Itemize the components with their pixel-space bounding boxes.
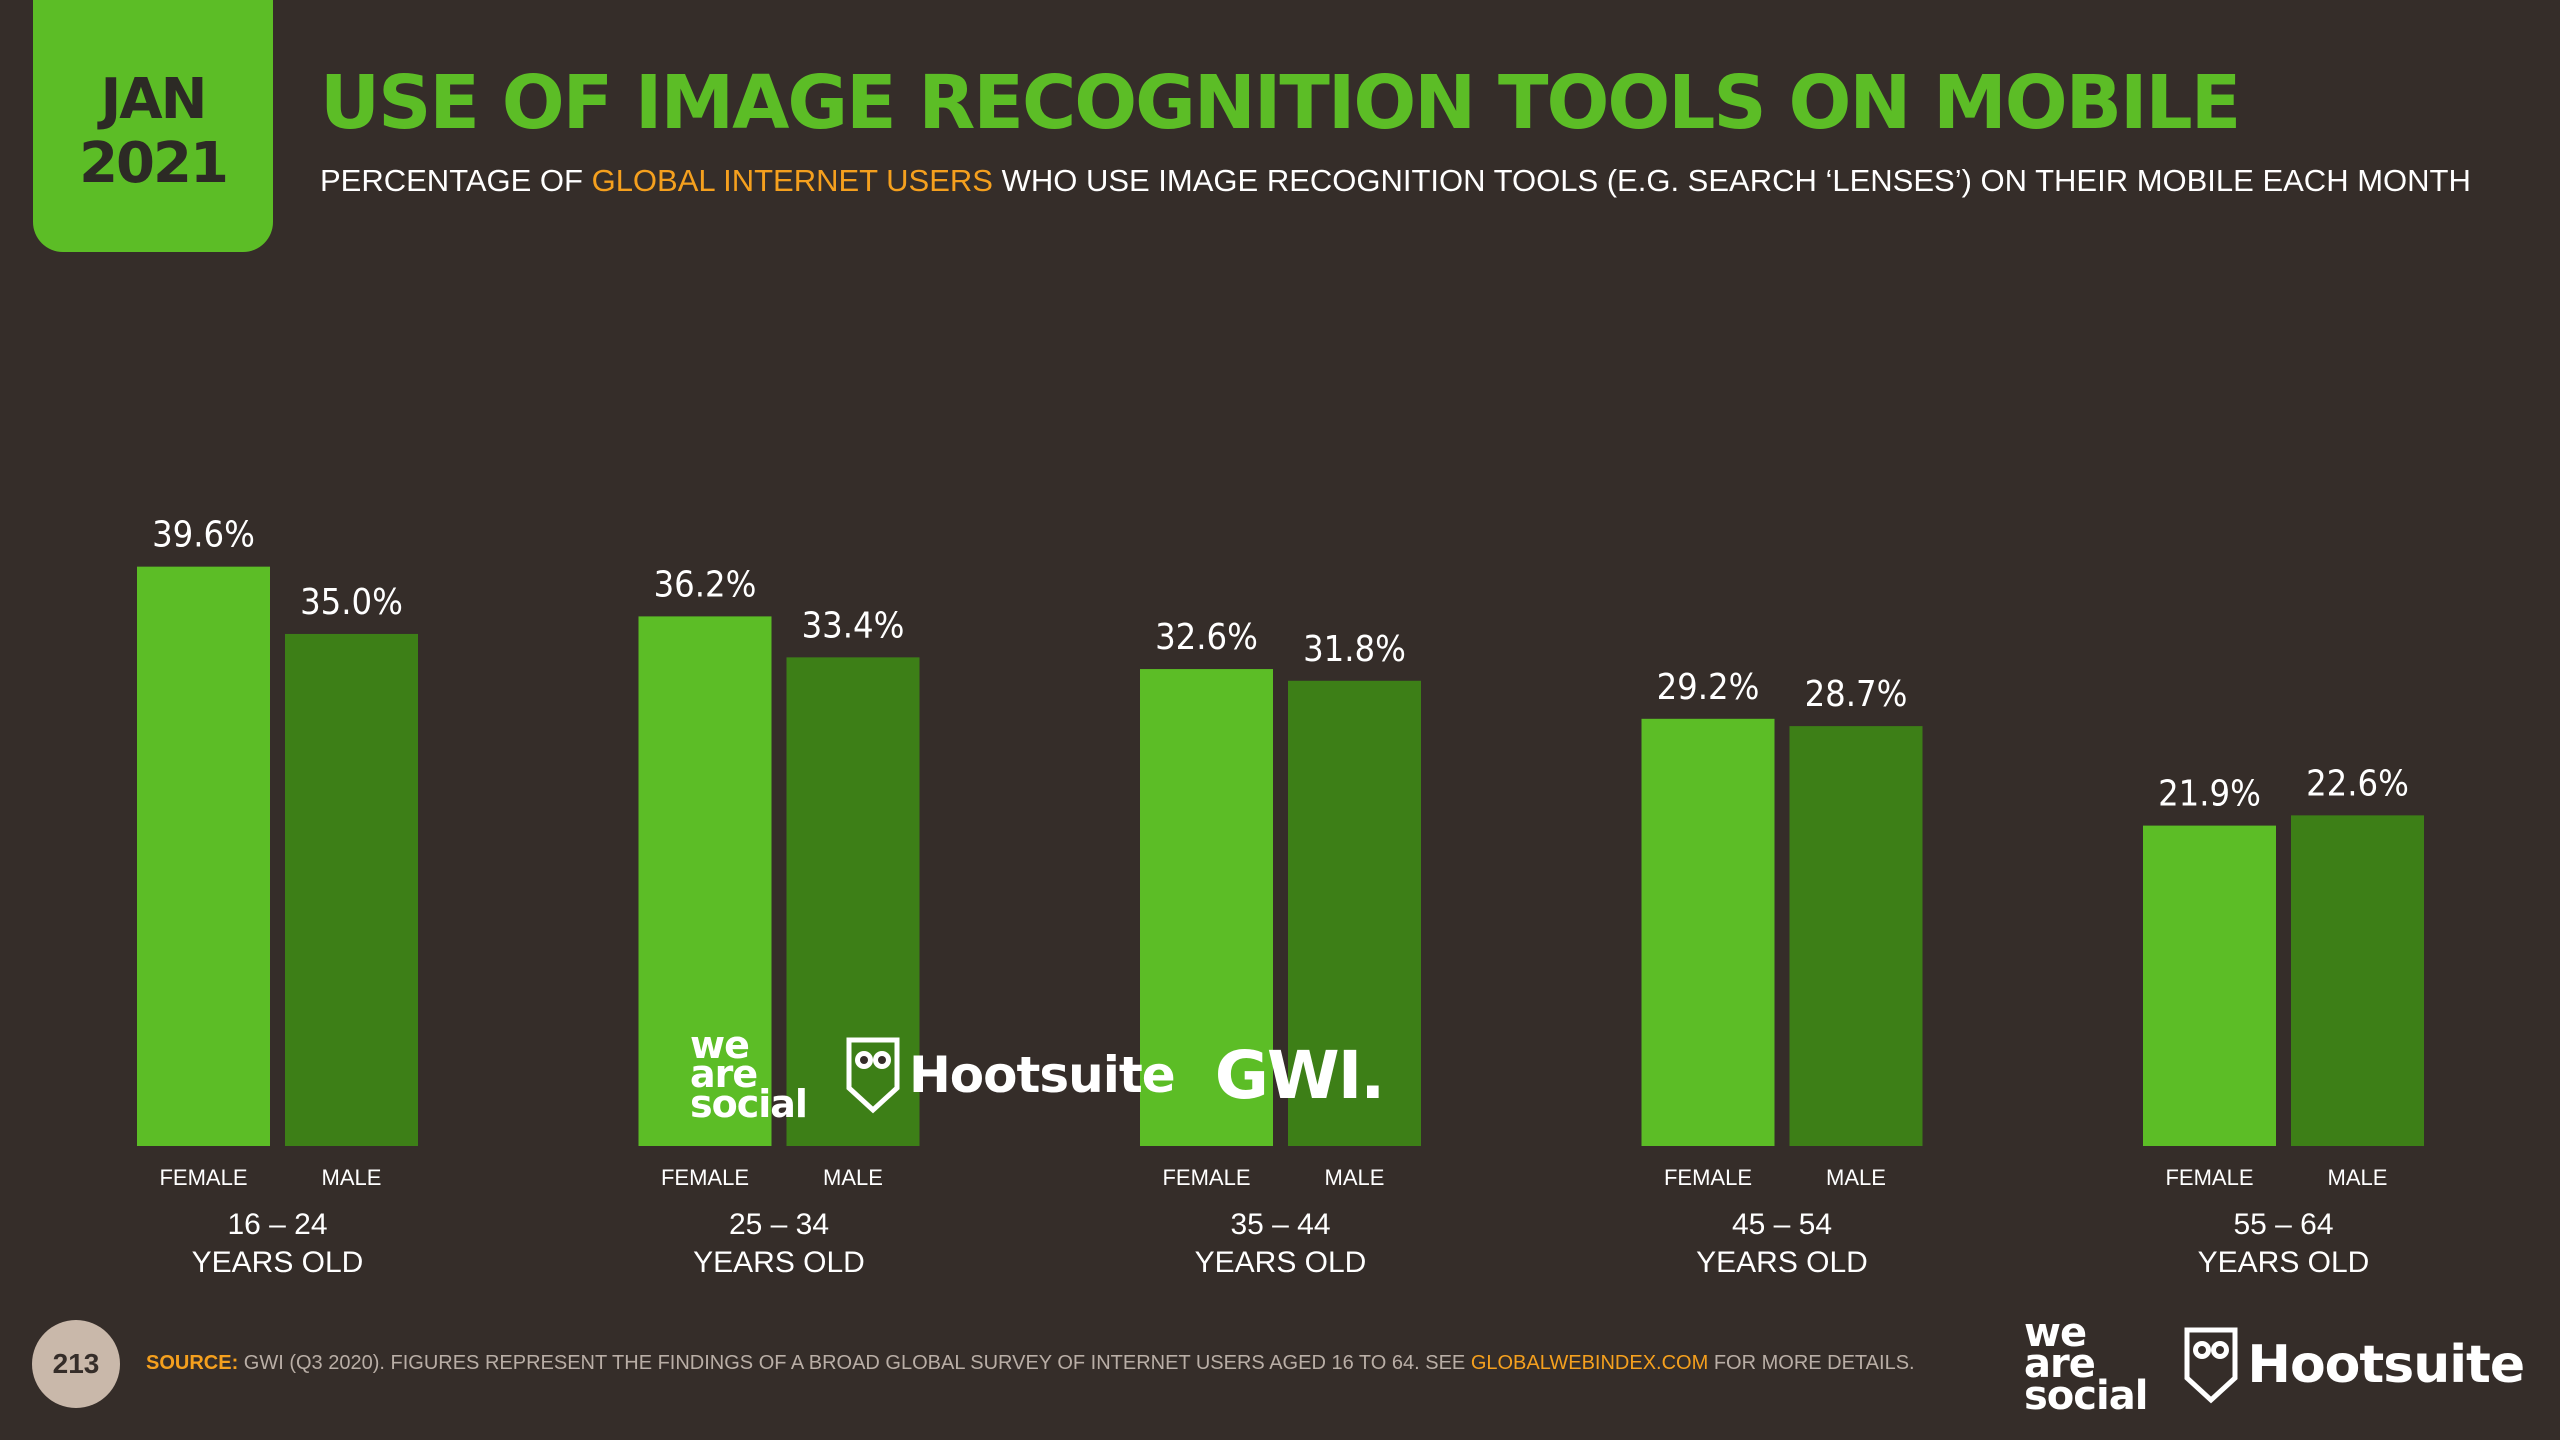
- value-label-male-3: 28.7%: [1805, 674, 1908, 715]
- category-sublabel-2: YEARS OLD: [1195, 1246, 1367, 1279]
- footer-hootsuite-wordmark: Hootsuite: [2247, 1335, 2525, 1395]
- source-label: SOURCE:: [146, 1352, 239, 1374]
- value-label-male-0: 35.0%: [300, 582, 403, 623]
- category-sublabel-4: YEARS OLD: [2198, 1246, 2370, 1279]
- bar-female-4: [2143, 825, 2276, 1146]
- subtitle-highlight: GLOBAL INTERNET USERS: [591, 163, 993, 198]
- value-label-female-1: 36.2%: [654, 564, 757, 605]
- page-number: 213: [32, 1320, 120, 1408]
- footer-logos: we are social Hootsuite: [2024, 1310, 2525, 1420]
- subtitle-part1: PERCENTAGE OF: [320, 163, 592, 198]
- category-sublabel-1: YEARS OLD: [693, 1246, 865, 1279]
- bar-male-4: [2291, 815, 2424, 1146]
- hootsuite-wordmark: Hootsuite: [908, 1046, 1176, 1104]
- was-we: we: [690, 1022, 750, 1067]
- series-label-female-3: FEMALE: [1664, 1165, 1752, 1190]
- bar-chart: 39.6% FEMALE 35.0% MALE 16 – 24 YEARS OLD 36.2…: [137, 515, 2424, 1279]
- series-label-female-4: FEMALE: [2165, 1165, 2253, 1190]
- category-sublabel-0: YEARS OLD: [192, 1246, 364, 1279]
- series-label-female-0: FEMALE: [159, 1165, 247, 1190]
- footer-hootsuite-owl-icon: [2184, 1327, 2238, 1404]
- source-note: SOURCE: GWI (Q3 2020). FIGURES REPRESENT…: [146, 1352, 1915, 1375]
- category-label-4: 55 – 64: [2233, 1208, 2333, 1241]
- series-label-male-0: MALE: [322, 1165, 382, 1190]
- source-end: FOR MORE DETAILS.: [1708, 1352, 1915, 1374]
- value-label-female-2: 32.6%: [1155, 617, 1258, 658]
- footer-we-are-social-logo: we are social: [2024, 1310, 2148, 1419]
- series-label-male-1: MALE: [823, 1165, 883, 1190]
- value-label-male-1: 33.4%: [802, 605, 905, 646]
- source-text: GWI (Q3 2020). FIGURES REPRESENT THE FIN…: [238, 1352, 1471, 1374]
- category-label-0: 16 – 24: [227, 1208, 327, 1241]
- page-title: USE OF IMAGE RECOGNITION TOOLS ON MOBILE: [320, 60, 2241, 146]
- series-label-male-3: MALE: [1826, 1165, 1886, 1190]
- value-label-male-4: 22.6%: [2306, 763, 2409, 804]
- footer-was-are: are: [2024, 1341, 2096, 1388]
- series-label-male-2: MALE: [1325, 1165, 1385, 1190]
- bar-female-3: [1641, 718, 1775, 1146]
- category-label-2: 35 – 44: [1230, 1208, 1330, 1241]
- value-label-female-3: 29.2%: [1657, 667, 1760, 708]
- gwi-logo: GWI.: [1214, 1036, 1386, 1114]
- date-badge: JAN 2021: [33, 0, 273, 252]
- series-label-male-4: MALE: [2328, 1165, 2388, 1190]
- bar-male-0: [285, 633, 418, 1146]
- category-label-1: 25 – 34: [729, 1208, 829, 1241]
- source-link[interactable]: GLOBALWEBINDEX.COM: [1470, 1352, 1709, 1374]
- series-label-female-1: FEMALE: [661, 1165, 749, 1190]
- category-sublabel-3: YEARS OLD: [1696, 1246, 1868, 1279]
- bar-female-0: [137, 566, 270, 1146]
- bar-male-3: [1789, 726, 1923, 1146]
- bar-male-2: [1288, 680, 1421, 1146]
- value-label-female-0: 39.6%: [152, 515, 255, 556]
- hootsuite-owl-icon: [846, 1037, 900, 1114]
- was-social: social: [690, 1081, 808, 1126]
- value-label-female-4: 21.9%: [2158, 774, 2261, 815]
- value-label-male-2: 31.8%: [1303, 629, 1406, 670]
- page-subtitle: PERCENTAGE OF GLOBAL INTERNET USERS WHO …: [320, 163, 2471, 199]
- series-label-female-2: FEMALE: [1162, 1165, 1250, 1190]
- badge-month: JAN: [100, 67, 207, 132]
- badge-year: 2021: [79, 131, 229, 196]
- we-are-social-logo: we are social: [690, 1022, 808, 1126]
- was-are: are: [690, 1052, 758, 1097]
- category-label-3: 45 – 54: [1732, 1208, 1832, 1241]
- center-logos: we are social Hootsuite GWI.: [690, 1020, 1386, 1130]
- subtitle-part2: WHO USE IMAGE RECOGNITION TOOLS (E.G. SE…: [992, 163, 2471, 198]
- footer-was-social: social: [2024, 1372, 2148, 1419]
- bar-female-2: [1140, 669, 1273, 1146]
- bar-female-1: [638, 616, 772, 1146]
- footer-was-we: we: [2024, 1310, 2087, 1357]
